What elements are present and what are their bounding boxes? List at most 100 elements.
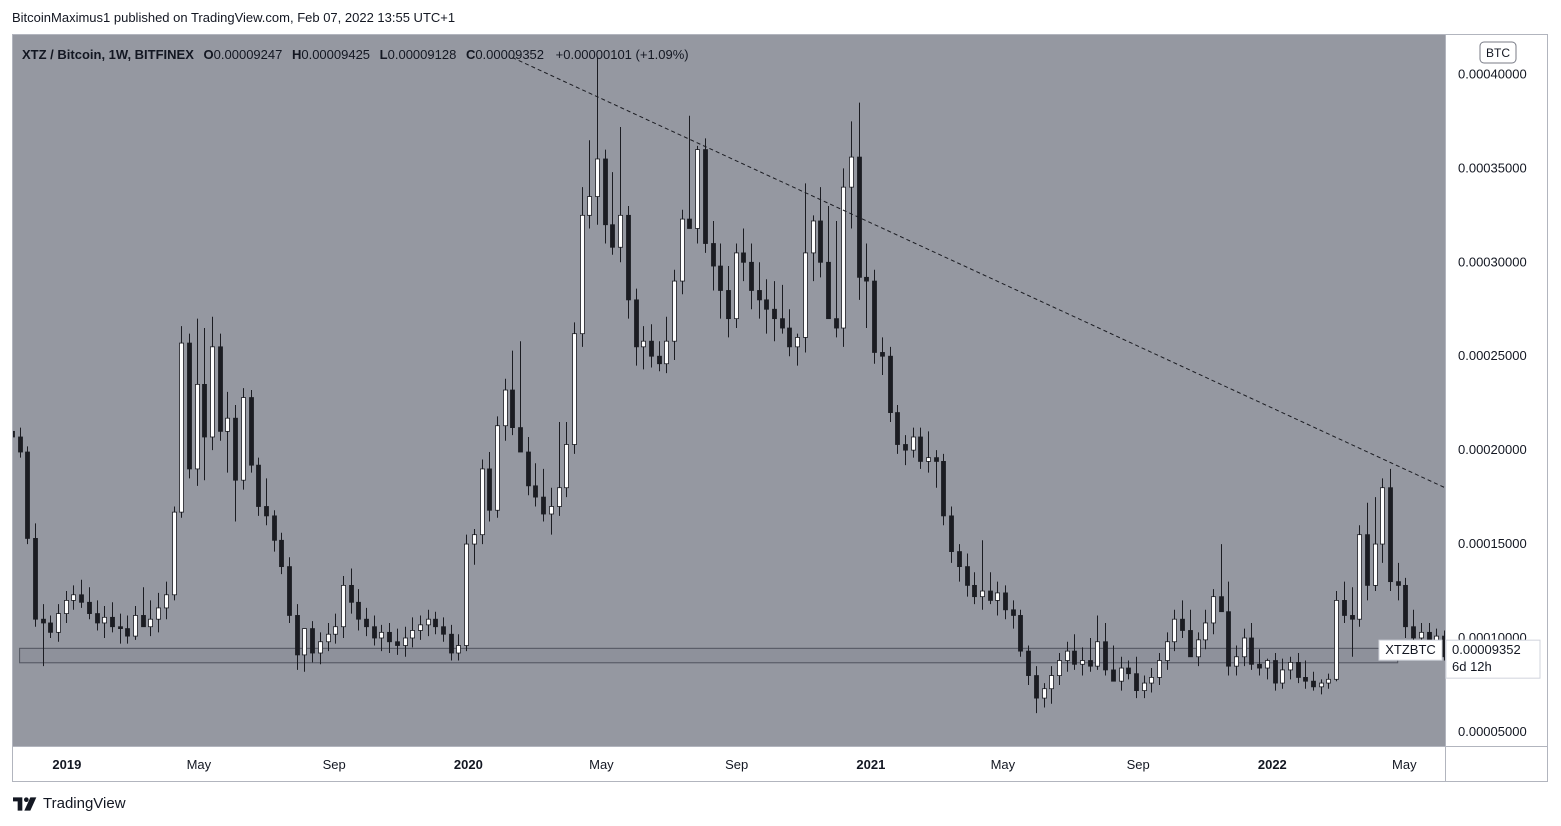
candle[interactable] xyxy=(880,337,885,376)
candle[interactable] xyxy=(441,617,446,642)
candle[interactable] xyxy=(1049,666,1054,704)
candle[interactable] xyxy=(626,205,631,319)
candle[interactable] xyxy=(749,243,754,310)
candle[interactable] xyxy=(241,388,246,490)
candle[interactable] xyxy=(1149,668,1154,693)
candle[interactable] xyxy=(1219,544,1224,613)
candle[interactable] xyxy=(1411,609,1416,642)
candle[interactable] xyxy=(56,604,61,642)
candle[interactable] xyxy=(33,523,38,627)
candle[interactable] xyxy=(1165,632,1170,670)
candle[interactable] xyxy=(1203,609,1208,650)
candle[interactable] xyxy=(595,57,600,225)
candle[interactable] xyxy=(1226,581,1231,676)
candle[interactable] xyxy=(302,628,307,672)
candle[interactable] xyxy=(426,609,431,637)
candle[interactable] xyxy=(1157,653,1162,685)
candle[interactable] xyxy=(464,534,469,652)
candle[interactable] xyxy=(110,602,115,633)
candle[interactable] xyxy=(818,187,823,278)
candle[interactable] xyxy=(1126,660,1131,680)
candle[interactable] xyxy=(1303,660,1308,689)
candle[interactable] xyxy=(210,316,215,451)
candle[interactable] xyxy=(495,416,500,518)
candle[interactable] xyxy=(1003,585,1008,620)
candle[interactable] xyxy=(326,622,331,652)
candle[interactable] xyxy=(1057,653,1062,685)
candle[interactable] xyxy=(233,405,238,522)
candle[interactable] xyxy=(364,607,369,637)
candle[interactable] xyxy=(164,581,169,620)
candle[interactable] xyxy=(734,243,739,329)
candle[interactable] xyxy=(795,333,800,366)
candle[interactable] xyxy=(941,453,946,526)
candle[interactable] xyxy=(757,262,762,319)
candle[interactable] xyxy=(934,450,939,488)
candle[interactable] xyxy=(526,436,531,496)
time-axis[interactable] xyxy=(13,747,1445,781)
candle[interactable] xyxy=(1026,645,1031,685)
candle[interactable] xyxy=(903,435,908,466)
candle[interactable] xyxy=(1196,632,1201,667)
candle[interactable] xyxy=(172,506,177,601)
tradingview-footer[interactable]: TradingView xyxy=(13,795,126,812)
candle[interactable] xyxy=(156,592,161,633)
candle[interactable] xyxy=(988,572,993,605)
candle[interactable] xyxy=(849,121,854,229)
candle[interactable] xyxy=(764,279,769,334)
candle[interactable] xyxy=(410,617,415,648)
candle[interactable] xyxy=(1357,525,1362,627)
candle[interactable] xyxy=(1103,622,1108,676)
candle[interactable] xyxy=(841,168,846,347)
price-chart[interactable]: XTZ / Bitcoin, 1W, BITFINEX O0.00009247 … xyxy=(12,34,1548,782)
candle[interactable] xyxy=(687,115,692,229)
candle[interactable] xyxy=(680,209,685,295)
candle[interactable] xyxy=(1180,600,1185,638)
candle[interactable] xyxy=(179,326,184,518)
candle[interactable] xyxy=(610,172,615,255)
candle[interactable] xyxy=(287,557,292,623)
candle[interactable] xyxy=(503,378,508,441)
candle[interactable] xyxy=(318,632,323,665)
candle[interactable] xyxy=(911,427,916,458)
candle[interactable] xyxy=(695,145,700,244)
candle[interactable] xyxy=(356,589,361,631)
candle[interactable] xyxy=(864,243,869,329)
candle[interactable] xyxy=(1172,609,1177,652)
candle[interactable] xyxy=(711,220,716,291)
candle[interactable] xyxy=(557,421,562,516)
descending-resistance-line[interactable] xyxy=(512,57,1445,489)
candle[interactable] xyxy=(12,422,15,443)
candle[interactable] xyxy=(341,575,346,638)
candle[interactable] xyxy=(572,322,577,454)
last-price-tag[interactable] xyxy=(1445,639,1541,679)
candle[interactable] xyxy=(295,604,300,670)
candle[interactable] xyxy=(564,421,569,498)
candle[interactable] xyxy=(418,615,423,640)
candle[interactable] xyxy=(1350,587,1355,657)
candle[interactable] xyxy=(256,457,261,516)
candle[interactable] xyxy=(888,346,893,422)
candle[interactable] xyxy=(1388,468,1393,592)
candle[interactable] xyxy=(1042,683,1047,708)
candle[interactable] xyxy=(1088,637,1093,672)
candle[interactable] xyxy=(1234,645,1239,676)
candle[interactable] xyxy=(872,269,877,364)
candle[interactable] xyxy=(395,628,400,655)
candle[interactable] xyxy=(1142,675,1147,699)
candle[interactable] xyxy=(995,581,1000,616)
candle[interactable] xyxy=(87,587,92,620)
candle[interactable] xyxy=(895,405,900,454)
candle[interactable] xyxy=(1326,673,1331,689)
candle[interactable] xyxy=(1273,653,1278,691)
candle[interactable] xyxy=(780,284,785,334)
candle[interactable] xyxy=(541,468,546,522)
candle[interactable] xyxy=(41,604,46,667)
candle[interactable] xyxy=(279,532,284,575)
candle[interactable] xyxy=(403,626,408,657)
candle[interactable] xyxy=(772,281,777,342)
candle[interactable] xyxy=(641,326,646,370)
candle[interactable] xyxy=(1403,577,1408,638)
candle[interactable] xyxy=(433,611,438,635)
candle[interactable] xyxy=(1265,658,1270,680)
